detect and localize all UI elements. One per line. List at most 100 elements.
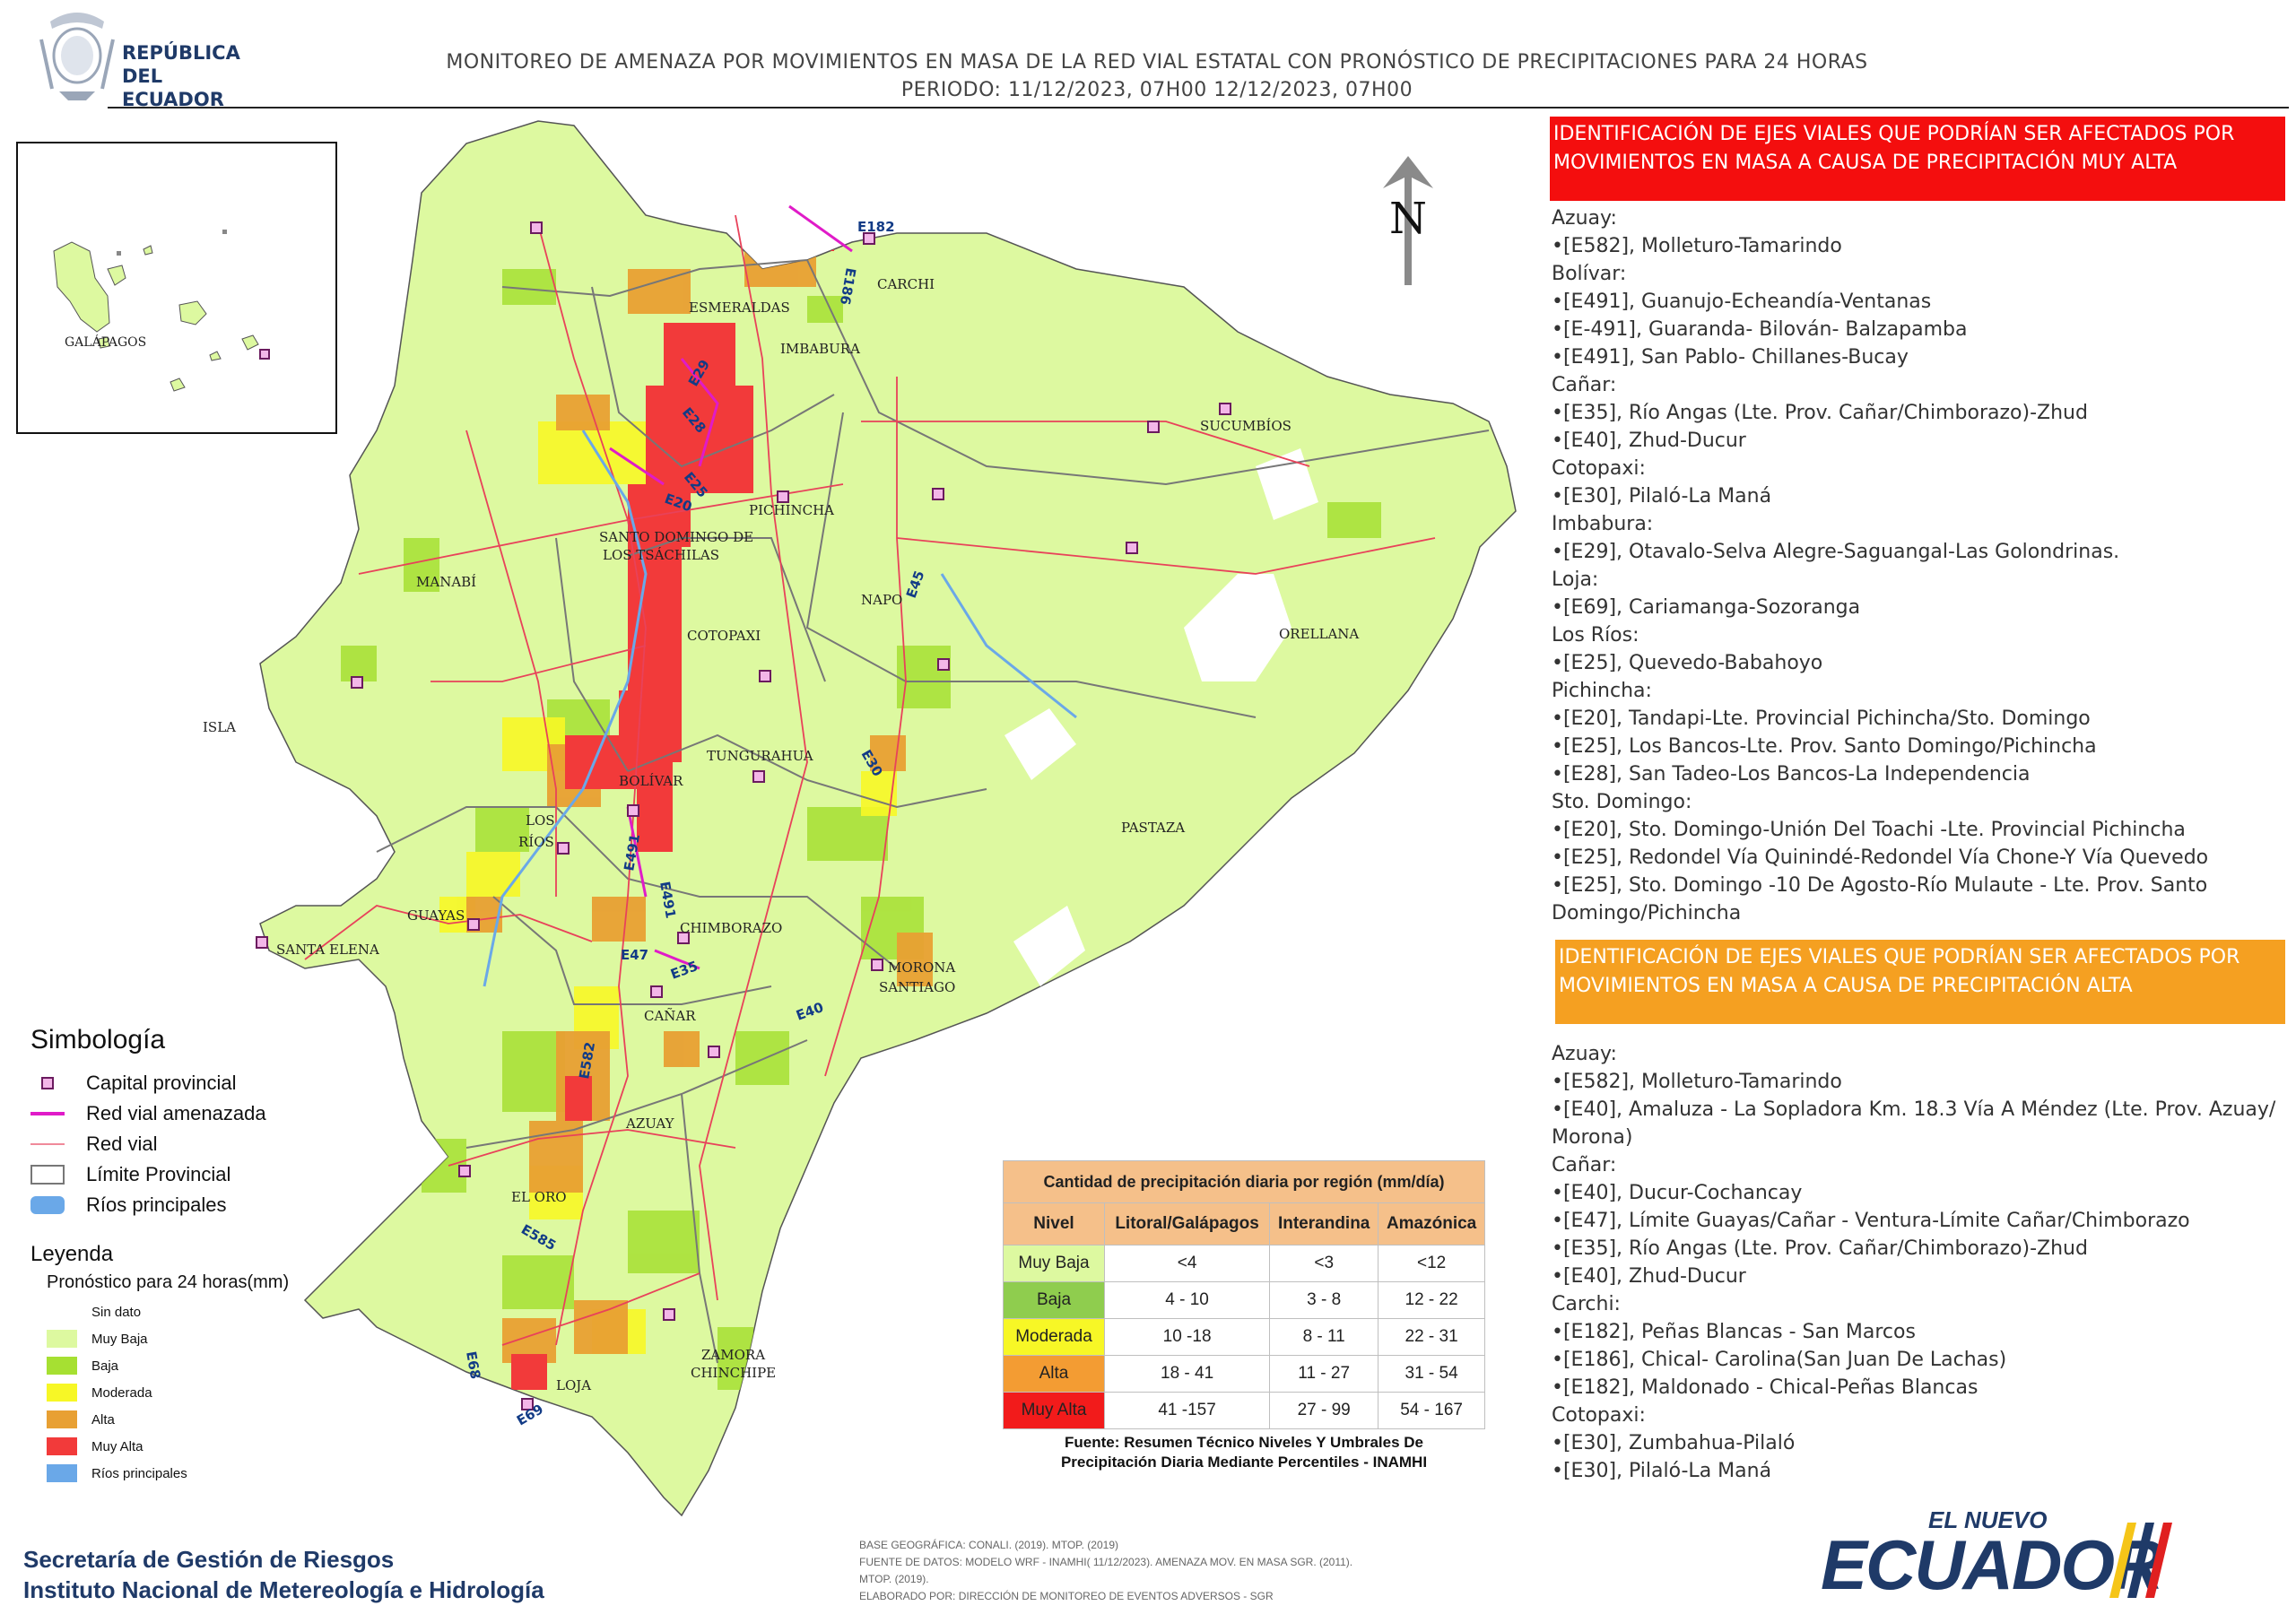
label-loja: LOJA	[556, 1377, 591, 1393]
muy-alta-road-list: Azuay: •[E582], Molleturo-Tamarindo Bolíva…	[1550, 204, 2285, 927]
road-item: •[E25], Los Bancos-Lte. Prov. Santo Domi…	[1552, 735, 2097, 758]
label-tungurahua: TUNGURAHUA	[707, 748, 813, 764]
source-line: MTOP. (2019).	[859, 1573, 929, 1585]
label-napo: NAPO	[861, 592, 902, 608]
road-item: •[E491], San Pablo- Chillanes-Bucay	[1552, 346, 1909, 369]
capital-square-icon	[30, 1073, 65, 1093]
road-item: •[E29], Otavalo-Selva Alegre-Saguangal-L…	[1552, 541, 2120, 563]
capital-icon	[863, 232, 875, 245]
source-line: FUENTE DE DATOS: MODELO WRF - INAMHI( 11…	[859, 1556, 1353, 1568]
capital-icon	[458, 1165, 471, 1177]
label-rios: RÍOS	[518, 834, 554, 850]
galapagos-inset: GALÁPAGOS	[16, 142, 337, 434]
capital-icon	[708, 1046, 720, 1058]
road-item: •[E69], Cariamanga-Sozoranga	[1552, 596, 1861, 619]
level-cell: Muy Baja	[1003, 1245, 1105, 1282]
label-isla: ISLA	[203, 719, 236, 735]
capital-icon	[932, 488, 944, 500]
road-label-e68: E68	[463, 1350, 483, 1381]
source-line: BASE GEOGRÁFICA: CONALI. (2019). MTOP. (…	[859, 1539, 1118, 1551]
capital-icon	[650, 985, 663, 998]
capital-icon	[627, 804, 639, 817]
symbology-row: Red vial amenazada	[30, 1098, 407, 1129]
road-item: •[E186], Chical- Carolina(San Juan De La…	[1552, 1349, 2007, 1371]
header-divider	[108, 107, 2289, 108]
rivers	[483, 430, 1077, 987]
province-heading: Cañar:	[1552, 1154, 1617, 1176]
capital-icon	[467, 918, 480, 931]
alert-header-alta: IDENTIFICACIÓN DE EJES VIALES QUE PODRÍA…	[1555, 940, 2285, 1024]
tricolor-stripes-icon	[2109, 1523, 2172, 1598]
symbology-label: Límite Provincial	[86, 1163, 231, 1185]
brand-small: EL NUEVO	[1928, 1506, 2048, 1533]
road-item: •[E35], Río Angas (Lte. Prov. Cañar/Chim…	[1552, 1237, 2088, 1260]
province-heading: Sto. Domingo:	[1552, 791, 1692, 813]
map-period: PERIODO: 11/12/2023, 07H00 12/12/2023, 0…	[900, 79, 1413, 101]
province-heading: Cotopaxi:	[1552, 1404, 1646, 1427]
province-heading: Bolívar:	[1552, 263, 1627, 285]
capital-icon	[557, 842, 570, 855]
road-item: •[E47], Límite Guayas/Cañar - Ventura-Lí…	[1552, 1210, 2190, 1232]
value-cell: 8 - 11	[1269, 1318, 1379, 1356]
precipitation-table: Cantidad de precipitación diaria por reg…	[1003, 1160, 1485, 1429]
label-el-oro: EL ORO	[511, 1189, 567, 1205]
value-cell: 12 - 22	[1378, 1281, 1485, 1319]
legend-panel: Simbología Capital provincial Red vial a…	[30, 1025, 407, 1487]
label-pichincha: PICHINCHA	[749, 502, 834, 518]
symbology-title: Simbología	[30, 1025, 166, 1055]
legend-label: Muy Baja	[91, 1331, 148, 1347]
table-header: Nivel	[1003, 1202, 1105, 1245]
label-santa-elena: SANTA ELENA	[276, 942, 379, 958]
river-icon	[30, 1195, 65, 1215]
symbology-label: Red vial	[86, 1133, 158, 1155]
label-azuay: AZUAY	[625, 1115, 675, 1132]
north-letter: N	[1389, 194, 1427, 244]
label-pastaza: PASTAZA	[1121, 820, 1185, 836]
road-item: •[E491], Guanujo-Echeandía-Ventanas	[1552, 291, 1932, 313]
label-santiago: SANTIAGO	[879, 979, 955, 995]
legend-label: Baja	[91, 1358, 119, 1374]
legend-label: Alta	[91, 1411, 115, 1428]
legend-swatch	[47, 1357, 77, 1375]
province-heading: Azuay:	[1552, 207, 1617, 230]
alta-road-list: Azuay: •[E582], Molleturo-Tamarindo •[E40]…	[1550, 1040, 2285, 1485]
value-cell: 10 -18	[1103, 1318, 1271, 1356]
level-cell: Moderada	[1003, 1318, 1105, 1356]
legend-label: Ríos principales	[91, 1465, 187, 1481]
capital-icon	[1126, 542, 1138, 554]
road-item: •[E182], Peñas Blancas - San Marcos	[1552, 1321, 1916, 1343]
symbology-row: Límite Provincial	[30, 1159, 407, 1190]
road-item: •[E40], Amaluza - La Sopladora Km. 18.3 …	[1552, 1098, 2276, 1149]
label-los: LOS	[526, 812, 555, 829]
legend-swatch	[47, 1464, 77, 1482]
threatened-roads	[609, 204, 853, 970]
capital-icon	[1219, 403, 1231, 415]
brand-big: ECUADOR	[1821, 1525, 2163, 1604]
legend-row-moderada: Moderada	[47, 1379, 407, 1406]
province-heading: Imbabura:	[1552, 513, 1654, 535]
symbology-row: Ríos principales	[30, 1190, 407, 1220]
table-row: Alta 18 - 41 11 - 27 31 - 54	[1003, 1355, 1485, 1393]
label-galapagos: GALÁPAGOS	[65, 334, 146, 350]
ecuador-map: ESMERALDAS CARCHI IMBABURA SUCUMBÍOS PIC…	[203, 120, 1517, 1517]
legend-title: Leyenda	[30, 1242, 114, 1266]
capital-icon	[937, 658, 950, 671]
table-caption: Cantidad de precipitación diaria por reg…	[1003, 1160, 1485, 1203]
road-item: •[E30], Pilaló-La Maná	[1552, 1460, 1772, 1482]
province-heading: Pichincha:	[1552, 680, 1652, 702]
table-row: Moderada 10 -18 8 - 11 22 - 31	[1003, 1318, 1485, 1356]
level-cell: Alta	[1003, 1355, 1105, 1393]
label-sucumbios: SUCUMBÍOS	[1200, 418, 1292, 434]
data-sources: BASE GEOGRÁFICA: CONALI. (2019). MTOP. (…	[859, 1537, 1505, 1605]
symbology-row: Capital provincial	[30, 1068, 407, 1098]
map-title: MONITOREO DE AMENAZA POR MOVIMIENTOS EN …	[446, 51, 1868, 74]
province-boundary-icon	[30, 1165, 65, 1185]
road-item: •[E40], Ducur-Cochancay	[1552, 1182, 1803, 1204]
label-manabi: MANABÍ	[416, 574, 476, 590]
map-titles: MONITOREO DE AMENAZA POR MOVIMIENTOS EN …	[296, 48, 2018, 104]
table-row: Muy Alta 41 -157 27 - 99 54 - 167	[1003, 1392, 1485, 1429]
no-data-areas	[1004, 448, 1318, 986]
legend-label: Sin dato	[91, 1304, 142, 1320]
capital-icon	[759, 670, 771, 682]
road-item: •[E582], Molleturo-Tamarindo	[1552, 235, 1842, 257]
